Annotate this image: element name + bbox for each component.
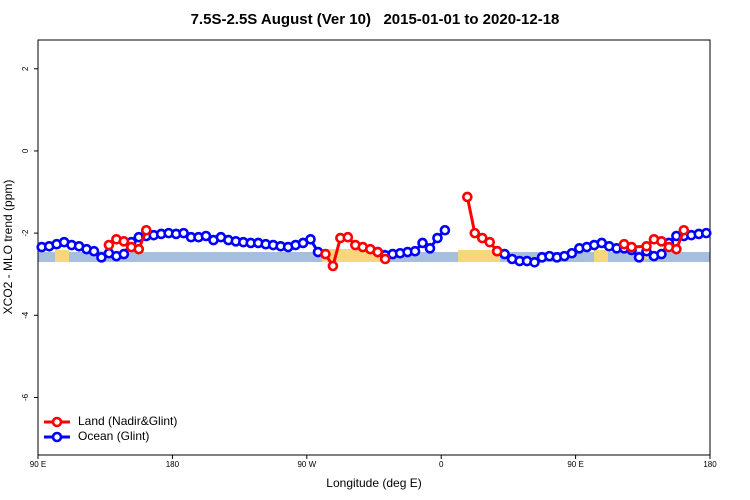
point <box>491 245 503 257</box>
point <box>439 224 451 236</box>
point <box>656 236 667 247</box>
x-tick-label: 90 E <box>567 460 583 469</box>
point <box>305 233 316 245</box>
x-tick-label: 180 <box>166 460 180 469</box>
land-patch <box>594 250 608 262</box>
y-tick-label: 0 <box>21 148 30 153</box>
point <box>96 252 107 263</box>
x-tick-label: 90 E <box>30 460 46 469</box>
legend-label: Ocean (Glint) <box>78 429 149 443</box>
y-tick-label: -6 <box>21 393 30 401</box>
point <box>342 231 354 243</box>
x-axis-label: Longitude (deg E) <box>326 476 421 490</box>
point <box>678 224 690 236</box>
legend-marker <box>51 431 63 443</box>
point <box>320 248 331 260</box>
point <box>178 227 189 239</box>
point <box>641 240 652 252</box>
point <box>432 232 443 244</box>
point <box>633 252 645 263</box>
point <box>103 239 115 251</box>
point <box>118 236 130 247</box>
land-patch <box>55 250 69 262</box>
point <box>626 241 637 253</box>
point <box>476 232 488 244</box>
series <box>103 191 690 272</box>
point <box>140 224 152 236</box>
point <box>529 256 540 268</box>
point <box>88 245 100 257</box>
point <box>409 245 421 257</box>
point <box>118 248 130 260</box>
legend: Land (Nadir&Glint)Ocean (Glint) <box>44 414 177 443</box>
point <box>484 236 496 248</box>
x-tick-label: 180 <box>703 460 717 469</box>
point <box>424 243 436 254</box>
y-tick-label: -2 <box>21 229 30 237</box>
y-tick-label: -4 <box>21 311 30 319</box>
y-axis-label: XCO2 - MLO trend (ppm) <box>1 180 15 315</box>
x-tick-label: 0 <box>439 460 444 469</box>
point <box>462 191 473 203</box>
point <box>656 248 667 260</box>
point <box>700 227 712 239</box>
point <box>566 247 578 259</box>
legend-label: Land (Nadir&Glint) <box>78 414 177 428</box>
point <box>379 253 391 265</box>
point <box>417 237 428 249</box>
x-tick-label: 90 W <box>297 460 316 469</box>
point <box>469 227 481 239</box>
point <box>372 246 384 258</box>
point <box>133 243 145 255</box>
legend-marker <box>51 416 63 428</box>
y-tick-label: 2 <box>21 66 30 71</box>
chart-title: 7.5S-2.5S August (Ver 10) 2015-01-01 to … <box>191 11 560 28</box>
land-patch <box>458 250 500 262</box>
point <box>327 260 339 272</box>
point <box>200 230 212 242</box>
point <box>671 243 682 255</box>
